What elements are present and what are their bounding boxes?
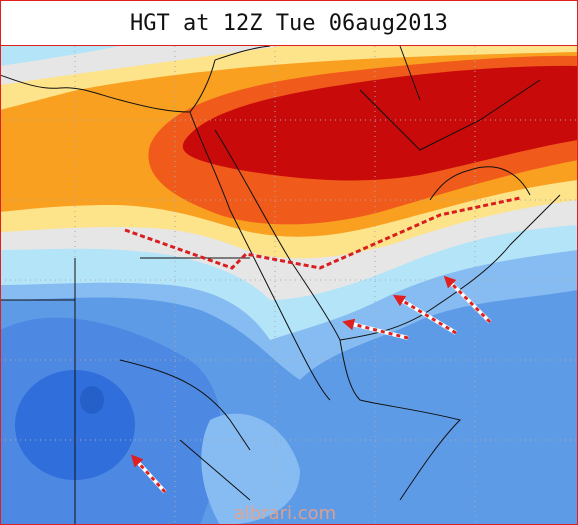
watermark: albrari.com xyxy=(234,503,336,524)
map-area: albrari.com xyxy=(1,46,577,524)
map-title: HGT at 12Z Tue 06aug2013 xyxy=(130,11,448,36)
band-dark-red xyxy=(183,65,577,181)
coastlines xyxy=(1,46,561,524)
band-darkest-blue xyxy=(80,386,104,414)
wind-arrows xyxy=(130,275,492,494)
trough-line xyxy=(124,196,521,270)
band-cyan-north xyxy=(1,46,120,66)
band-gray-north xyxy=(1,46,280,85)
